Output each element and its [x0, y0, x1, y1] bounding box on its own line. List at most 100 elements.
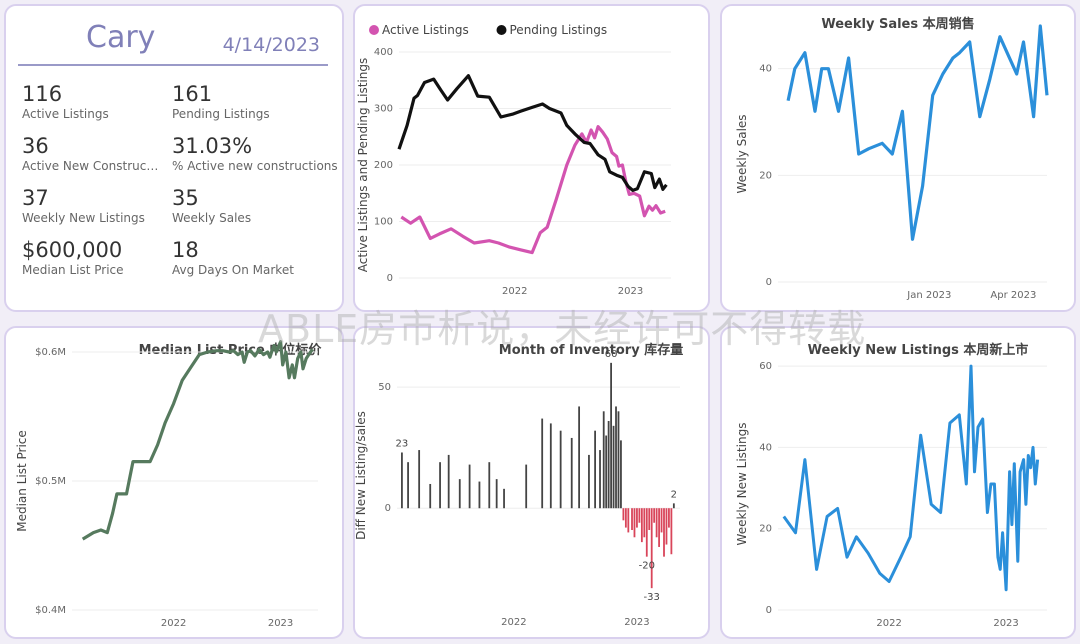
bar — [570, 437, 573, 509]
kpi-value: 35 — [172, 186, 199, 210]
bar — [658, 508, 660, 547]
bar — [495, 479, 498, 509]
x-tick-label: 2022 — [161, 618, 186, 629]
bar — [478, 481, 481, 509]
bar — [605, 435, 608, 509]
report-date: 4/14/2023 — [222, 34, 320, 56]
bar — [665, 508, 668, 545]
bar — [663, 508, 665, 557]
kpi-pct-active-new-construction: 31.03% % Active new constructions — [172, 134, 340, 174]
bar — [660, 508, 663, 533]
city-title: Cary — [86, 20, 156, 55]
bar — [650, 508, 653, 589]
bar — [648, 508, 651, 531]
y-tick-label: 0 — [766, 277, 772, 288]
bar — [602, 411, 605, 509]
bar — [638, 508, 641, 523]
kpi-value: 37 — [22, 186, 49, 210]
new-listings-chart: Weekly New Listings 本周新上市 0 20 40 60 2022 2023… — [735, 342, 1047, 629]
bar — [607, 420, 610, 509]
legend-label: Pending Listings — [510, 23, 608, 37]
median-price-chart-card: Median List Price 中位标价 $0.4M $0.5M $0.6M 202… — [4, 326, 344, 639]
bar — [407, 462, 409, 509]
kpi-weekly-new-listings: 37 Weekly New Listings — [22, 186, 172, 226]
legend-label: Active Listings — [382, 23, 469, 37]
y-tick-label: 100 — [374, 217, 393, 228]
data-label: 60 — [605, 349, 618, 360]
x-tick-label: 2023 — [618, 286, 643, 297]
bar — [631, 508, 633, 531]
y-axis-label: Active Listings and Pending Listings — [356, 58, 370, 273]
kpi-value: 36 — [22, 134, 49, 158]
bar — [672, 503, 675, 509]
x-tick-label: 2022 — [876, 618, 901, 629]
data-label: 2 — [671, 489, 677, 500]
kpi-active-listings: 116 Active Listings — [22, 82, 172, 122]
bar — [525, 464, 528, 509]
listings-chart-card: 0 100 200 300 400 2022 2023 Active Listings and… — [353, 4, 710, 312]
bar — [429, 483, 432, 509]
kpi-active-new-construction: 36 Active New Constructi... — [22, 134, 160, 174]
series-line-sales — [786, 24, 1049, 241]
bar — [503, 488, 505, 509]
bar — [624, 508, 627, 528]
y-tick-label: 200 — [374, 160, 393, 171]
bar — [401, 452, 403, 509]
x-tick-label: 2023 — [993, 618, 1018, 629]
chart-title: Weekly New Listings 本周新上市 — [808, 342, 1029, 358]
new-listings-chart-card: Weekly New Listings 本周新上市 0 20 40 60 2022 2023… — [720, 326, 1076, 639]
chart-title: Weekly Sales 本周销售 — [821, 16, 974, 32]
bar — [612, 425, 615, 509]
kpi-value: $600,000 — [22, 238, 123, 262]
kpi-label: Pending Listings — [172, 107, 270, 121]
kpi-label: Weekly New Listings — [22, 211, 145, 225]
inventory-chart-card: Month of Inventory 库存量 0 50 2022 2023 Diff Ne… — [353, 326, 710, 639]
inventory-chart: Month of Inventory 库存量 0 50 2022 2023 Diff Ne… — [355, 342, 683, 628]
kpi-label: Active Listings — [22, 107, 109, 121]
bar — [643, 508, 646, 538]
kpi-weekly-sales: 35 Weekly Sales — [172, 186, 322, 226]
kpi-label: Avg Days On Market — [172, 263, 294, 277]
x-tick-label: 2023 — [624, 617, 649, 628]
bar — [610, 362, 612, 509]
x-tick-label: 2022 — [501, 617, 526, 628]
kpi-label: Weekly Sales — [172, 211, 252, 225]
bar — [541, 418, 544, 509]
kpi-card: Cary 4/14/2023 116 Active Listings 161 P… — [4, 4, 344, 312]
bar — [633, 508, 636, 538]
kpi-label: Active New Constructi... — [22, 159, 160, 173]
y-tick-label: 60 — [759, 361, 772, 372]
data-label: -33 — [644, 592, 660, 603]
y-tick-label: 400 — [374, 47, 393, 58]
series-line-pending-listings — [397, 74, 668, 192]
weekly-sales-chart: Weekly Sales 本周销售 0 20 40 Jan 2023 Apr 2023 We… — [735, 16, 1049, 301]
bar — [447, 454, 450, 509]
bar — [599, 450, 601, 509]
bar — [617, 411, 620, 509]
y-tick-label: 40 — [759, 442, 772, 453]
bar — [615, 406, 617, 509]
bar — [588, 454, 590, 509]
kpi-label: % Active new constructions — [172, 159, 338, 173]
y-axis-label: Median List Price — [15, 430, 29, 532]
data-label: 23 — [396, 438, 409, 449]
kpi-value: 31.03% — [172, 134, 253, 158]
bar — [668, 508, 670, 528]
y-axis-label: Weekly Sales — [735, 114, 749, 193]
bar — [458, 479, 461, 509]
bar — [439, 462, 441, 509]
bar — [594, 430, 596, 509]
series-line-active-listings — [400, 125, 666, 255]
series-line-newlist — [782, 364, 1040, 592]
y-tick-label: 20 — [759, 524, 772, 535]
x-tick-label: 2022 — [502, 286, 527, 297]
y-tick-label: 50 — [378, 382, 391, 393]
kpi-label: Median List Price — [22, 263, 124, 277]
bar — [627, 508, 630, 533]
bar — [670, 508, 673, 555]
divider — [18, 64, 328, 66]
y-axis-label: Weekly New Listings — [735, 423, 749, 546]
weekly-sales-chart-card: Weekly Sales 本周销售 0 20 40 Jan 2023 Apr 2023 We… — [720, 4, 1076, 312]
bar — [549, 423, 552, 509]
bar — [636, 508, 638, 528]
